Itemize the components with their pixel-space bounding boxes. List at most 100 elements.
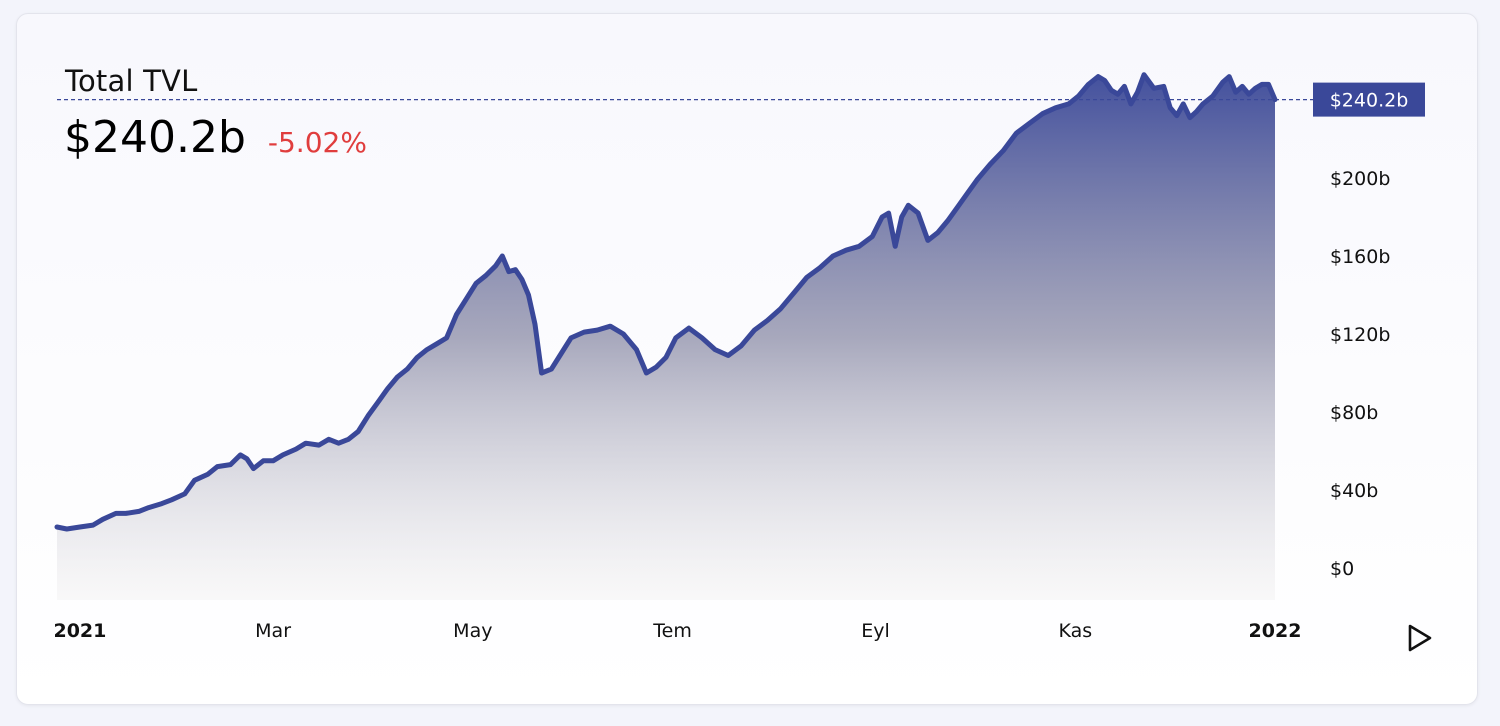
tvl-data-point [726, 354, 730, 358]
tvl-data-point [805, 275, 809, 279]
tvl-data-point [252, 467, 256, 471]
tvl-data-point [893, 244, 897, 248]
tvl-data-point [55, 525, 59, 529]
tvl-data-point [193, 478, 197, 482]
tvl-data-point [1221, 80, 1225, 84]
tvl-data-point [870, 235, 874, 239]
x-tick-label: Tem [652, 620, 692, 642]
tvl-data-point [101, 517, 105, 521]
tvl-data-point [549, 367, 553, 371]
tvl-data-point [317, 443, 321, 447]
y-tick-label: $80b [1330, 402, 1378, 424]
tvl-data-point [346, 437, 350, 441]
tvl-data-point [569, 336, 573, 340]
tvl-data-point [114, 511, 118, 515]
tvl-data-point [1103, 79, 1107, 83]
tvl-data-point [1129, 102, 1133, 106]
current-price-tag [1313, 82, 1425, 117]
tvl-data-point [831, 254, 835, 258]
tvl-data-point [366, 414, 370, 418]
tvl-data-point [520, 277, 524, 281]
tvl-data-point [1240, 84, 1244, 88]
play-icon[interactable] [1404, 622, 1434, 654]
tvl-data-point [1267, 82, 1271, 86]
tvl-data-point [1253, 86, 1257, 90]
tvl-data-point [1122, 84, 1126, 88]
tvl-data-point [1188, 116, 1192, 120]
tvl-data-point [1168, 106, 1172, 110]
tvl-data-point [1136, 90, 1140, 94]
tvl-data-point [559, 352, 563, 356]
tvl-data-point [880, 215, 884, 219]
tvl-data-point [844, 248, 848, 252]
tvl-data-point [635, 348, 639, 352]
tvl-data-point [1234, 90, 1238, 94]
tvl-data-point [500, 254, 504, 258]
tvl-data-point [887, 211, 891, 215]
tvl-data-point [955, 205, 959, 209]
tvl-data-point [527, 293, 531, 297]
tvl-data-point [513, 268, 517, 272]
tvl-data-point [582, 330, 586, 334]
tvl-data-point [474, 281, 478, 285]
tvl-data-point [147, 506, 151, 510]
x-tick-label: 2021 [53, 620, 106, 642]
tvl-data-point [1142, 73, 1146, 77]
tvl-data-point [700, 336, 704, 340]
tvl-data-point [160, 502, 164, 506]
tvl-change-percent: -5.02% [267, 126, 367, 159]
tvl-data-point [621, 332, 625, 336]
tvl-data-point [900, 215, 904, 219]
tvl-data-point [608, 324, 612, 328]
tvl-data-point [752, 328, 756, 332]
tvl-data-point [818, 266, 822, 270]
tvl-data-point [1067, 102, 1071, 106]
tvl-data-point [327, 437, 331, 441]
tvl-data-point [1109, 88, 1113, 92]
tvl-data-point [405, 367, 409, 371]
tvl-data-point [238, 453, 242, 457]
x-tick-label: Eyl [861, 620, 890, 642]
tvl-data-point [445, 336, 449, 340]
tvl-data-point [540, 371, 544, 375]
tvl-data-point [464, 297, 468, 301]
y-tick-label: $160b [1330, 246, 1390, 268]
tvl-data-point [215, 465, 219, 469]
tvl-data-point [916, 211, 920, 215]
tvl-data-point [1162, 84, 1166, 88]
tvl-data-point [664, 355, 668, 359]
tvl-data-point [455, 313, 459, 317]
current-price-tag-label: $240.2b [1330, 90, 1409, 112]
tvl-data-point [965, 192, 969, 196]
tvl-area-fill [57, 74, 1275, 600]
tvl-data-point [281, 453, 285, 457]
tvl-data-point [245, 457, 249, 461]
tvl-data-point [792, 291, 796, 295]
tvl-data-point [988, 162, 992, 166]
tvl-data-point [65, 527, 69, 531]
tvl-data-point [906, 203, 910, 207]
tvl-data-point [304, 441, 308, 445]
tvl-data-point [494, 264, 498, 268]
tvl-data-point [484, 274, 488, 278]
tvl-data-point [946, 219, 950, 223]
tvl-data-point [1227, 75, 1231, 79]
x-tick-label: Kas [1058, 620, 1092, 642]
tvl-data-point [261, 459, 265, 463]
tvl-data-point [1194, 110, 1198, 114]
tvl-data-point [1014, 131, 1018, 135]
chart-title: Total TVL [65, 64, 198, 98]
tvl-data-point [739, 344, 743, 348]
tvl-data-point [91, 523, 95, 527]
tvl-data-point [713, 348, 717, 352]
tvl-data-point [229, 463, 233, 467]
tvl-data-point [687, 326, 691, 330]
tvl-data-point [1077, 94, 1081, 98]
tvl-data-point [644, 371, 648, 375]
tvl-data-point [1211, 94, 1215, 98]
current-tvl-value: $240.2b [64, 112, 246, 163]
tvl-data-point [1086, 82, 1090, 86]
tvl-data-point [170, 498, 174, 502]
tvl-data-point [1175, 114, 1179, 118]
